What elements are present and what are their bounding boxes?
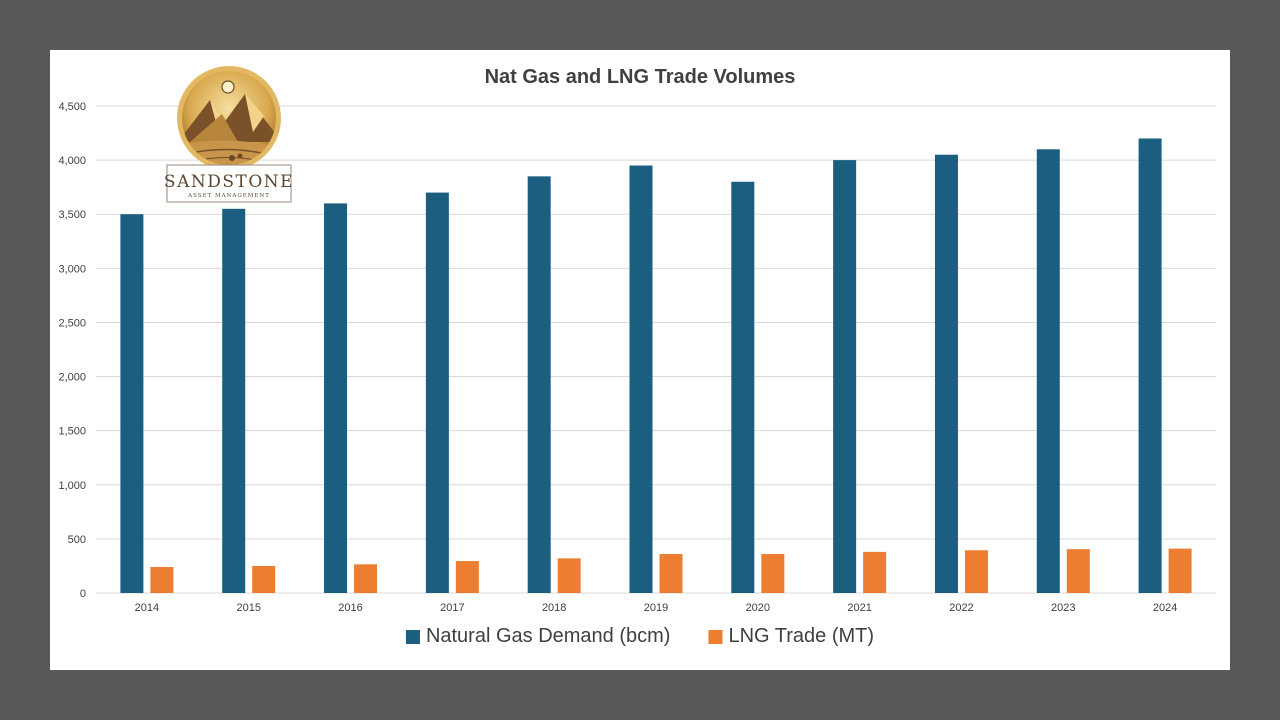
bar-lng-2020: [761, 554, 785, 593]
x-tick-label: 2021: [847, 602, 871, 614]
bar-lng-2023: [1066, 549, 1090, 593]
x-tick-label: 2024: [1153, 602, 1177, 614]
x-tick-label: 2023: [1051, 602, 1075, 614]
bar-lng-2015: [252, 565, 276, 593]
bars: [120, 138, 1192, 594]
x-tick-label: 2017: [440, 602, 464, 614]
y-tick-label: 500: [68, 534, 86, 546]
x-axis-ticks: 2014 2015 2016 2017 2018 2019 2020 2021 2022 2023…: [135, 602, 1178, 614]
chart-panel: Nat Gas and LNG Trade Volumes 0 500 1,000 1…: [50, 50, 1230, 670]
legend-item-lng: LNG Trade (MT): [708, 625, 874, 647]
logo-name: SANDSTONE: [164, 172, 294, 192]
x-tick-label: 2018: [542, 602, 566, 614]
sandstone-logo: SANDSTONE ASSET MANAGEMENT: [164, 66, 294, 203]
y-tick-label: 0: [80, 588, 86, 600]
x-tick-label: 2019: [644, 602, 668, 614]
bar-lng-2021: [863, 551, 887, 593]
legend-item-demand: Natural Gas Demand (bcm): [405, 625, 671, 647]
bar-lng-2022: [964, 550, 988, 593]
x-tick-label: 2015: [236, 602, 260, 614]
y-tick-label: 4,500: [58, 101, 86, 113]
chart-title: Nat Gas and LNG Trade Volumes: [485, 66, 796, 88]
x-tick-label: 2022: [949, 602, 973, 614]
sun-icon: [221, 80, 235, 94]
bar-demand-2022: [934, 154, 958, 593]
y-tick-label: 2,000: [58, 372, 86, 384]
x-tick-label: 2020: [746, 602, 770, 614]
legend-swatch-demand: [405, 630, 420, 644]
legend: Natural Gas Demand (bcm) LNG Trade (MT): [405, 625, 874, 647]
y-tick-label: 1,500: [58, 426, 86, 438]
chart: Nat Gas and LNG Trade Volumes 0 500 1,000 1…: [58, 66, 1216, 647]
bar-demand-2024: [1138, 138, 1162, 593]
bar-demand-2016: [324, 203, 348, 593]
legend-label-demand: Natural Gas Demand (bcm): [426, 625, 671, 647]
bar-demand-2018: [527, 176, 551, 593]
legend-swatch-lng: [708, 630, 723, 644]
y-tick-label: 3,000: [58, 263, 86, 275]
logo-nameplate: [166, 164, 292, 203]
bar-lng-2016: [354, 564, 378, 593]
bar-demand-2017: [425, 192, 449, 594]
bar-lng-2014: [150, 567, 174, 593]
y-tick-label: 4,000: [58, 155, 86, 167]
x-tick-label: 2016: [338, 602, 362, 614]
gridlines: [96, 105, 1216, 594]
logo-tagline: ASSET MANAGEMENT: [187, 193, 270, 199]
y-tick-label: 1,000: [58, 480, 86, 492]
bar-demand-2019: [629, 165, 653, 593]
bar-demand-2023: [1036, 149, 1060, 593]
bar-lng-2018: [557, 558, 581, 593]
y-tick-label: 2,500: [58, 317, 86, 329]
bar-demand-2014: [120, 214, 144, 593]
bar-demand-2015: [222, 208, 246, 594]
bar-lng-2019: [659, 554, 683, 593]
bar-lng-2024: [1168, 548, 1192, 593]
y-tick-label: 3,500: [58, 209, 86, 221]
bar-lng-2017: [455, 561, 479, 593]
legend-label-lng: LNG Trade (MT): [728, 625, 874, 647]
x-tick-label: 2014: [135, 602, 159, 614]
y-axis-ticks: 0 500 1,000 1,500 2,000 2,500 3,000 3,500 4,000 4…: [58, 101, 86, 600]
bar-demand-2020: [731, 181, 755, 593]
bar-demand-2021: [833, 160, 857, 593]
